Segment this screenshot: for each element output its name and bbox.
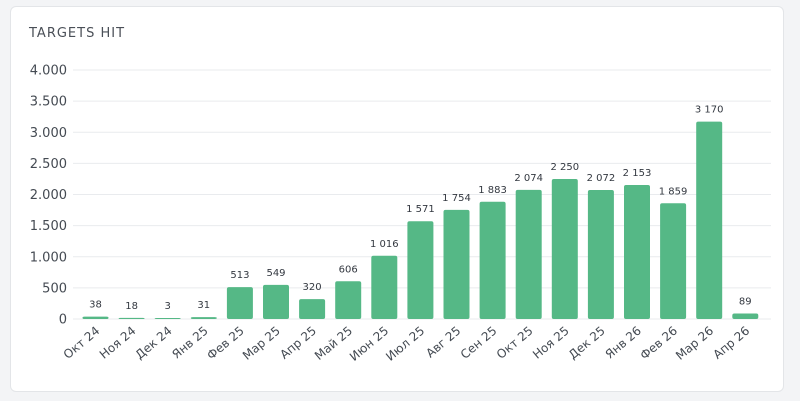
bar[interactable] — [118, 317, 145, 319]
y-tick-label: 2.500 — [30, 157, 67, 172]
data-label: 513 — [230, 270, 249, 281]
y-tick-label: 1.500 — [30, 219, 67, 234]
data-label: 3 — [165, 301, 171, 312]
data-label: 1 571 — [406, 204, 435, 215]
data-label: 2 153 — [623, 168, 652, 179]
chart-card: TARGETS HIT 0 500 1.000 1.500 2.000 2.500 3.00… — [10, 6, 784, 392]
bar[interactable] — [371, 255, 398, 319]
bar[interactable] — [190, 317, 217, 319]
bar[interactable] — [624, 184, 650, 319]
y-tick-label: 500 — [42, 281, 67, 296]
bar[interactable] — [154, 318, 181, 319]
x-tick-label: Май 25 — [312, 324, 355, 363]
y-tick-label: 0 — [59, 313, 67, 328]
data-label: 38 — [89, 300, 102, 311]
bar[interactable] — [660, 203, 687, 319]
bar[interactable] — [335, 281, 362, 319]
data-label: 18 — [125, 301, 138, 312]
x-tick-label: Авг 25 — [423, 324, 463, 361]
y-axis-ticks: 0 500 1.000 1.500 2.000 2.500 3.000 3.500 4.000 — [30, 64, 67, 328]
x-tick-label: Июл 25 — [383, 324, 427, 364]
bar[interactable] — [551, 178, 578, 319]
data-labels: 38 18 3 31 513 549 320 606 1 016 1 571 1 754 1 883 2… — [89, 105, 752, 312]
x-tick-label: Фев 26 — [637, 324, 680, 363]
x-tick-label: Ноя 25 — [530, 324, 572, 362]
data-label: 1 016 — [370, 239, 399, 250]
data-label: 606 — [339, 264, 358, 275]
data-label: 549 — [266, 268, 285, 279]
data-label: 1 859 — [659, 186, 688, 197]
bar-chart: 05001.0001.5002.0002.5003.0003.5004.000 … — [30, 64, 771, 364]
data-label: 320 — [303, 282, 322, 293]
x-tick-label: Окт 25 — [494, 324, 536, 362]
x-tick-label: Дек 24 — [133, 324, 175, 362]
bar[interactable] — [479, 201, 506, 319]
chart-title: TARGETS HIT — [29, 26, 126, 41]
y-tick-label: 3.000 — [30, 126, 67, 141]
x-tick-label: Мар 25 — [240, 324, 283, 363]
data-label: 89 — [739, 296, 752, 307]
bar[interactable] — [407, 221, 434, 319]
x-tick-label: Апр 25 — [277, 324, 319, 362]
bars — [82, 121, 759, 319]
bar[interactable] — [299, 299, 326, 319]
bar[interactable] — [696, 121, 723, 319]
bar[interactable] — [443, 209, 470, 319]
data-label: 1 883 — [478, 185, 507, 196]
y-tick-label: 1.000 — [30, 250, 67, 265]
data-label: 2 250 — [550, 162, 579, 173]
x-tick-label: Сен 25 — [458, 324, 500, 362]
data-label: 2 072 — [587, 173, 616, 184]
x-tick-label: Мар 26 — [673, 324, 716, 363]
data-label: 3 170 — [695, 105, 724, 116]
data-label: 31 — [197, 300, 210, 311]
x-tick-label: Янв 25 — [169, 324, 210, 362]
bar[interactable] — [732, 313, 759, 319]
bar[interactable] — [515, 189, 542, 319]
x-tick-label: Июн 25 — [347, 324, 391, 364]
data-label: 1 754 — [442, 193, 471, 204]
data-label: 2 074 — [514, 173, 543, 184]
x-tick-label: Окт 24 — [61, 324, 103, 362]
bar[interactable] — [587, 190, 614, 319]
x-tick-label: Дек 25 — [566, 324, 608, 362]
bar[interactable] — [82, 316, 109, 319]
x-tick-label: Янв 26 — [602, 324, 643, 362]
x-tick-label: Ноя 24 — [97, 324, 139, 362]
y-tick-label: 3.500 — [30, 95, 67, 110]
bar[interactable] — [263, 284, 289, 319]
y-tick-label: 2.000 — [30, 188, 67, 203]
y-tick-label: 4.000 — [30, 64, 67, 79]
x-tick-label: Апр 26 — [710, 324, 752, 362]
bar[interactable] — [226, 287, 253, 319]
x-tick-label: Фев 25 — [204, 324, 247, 363]
